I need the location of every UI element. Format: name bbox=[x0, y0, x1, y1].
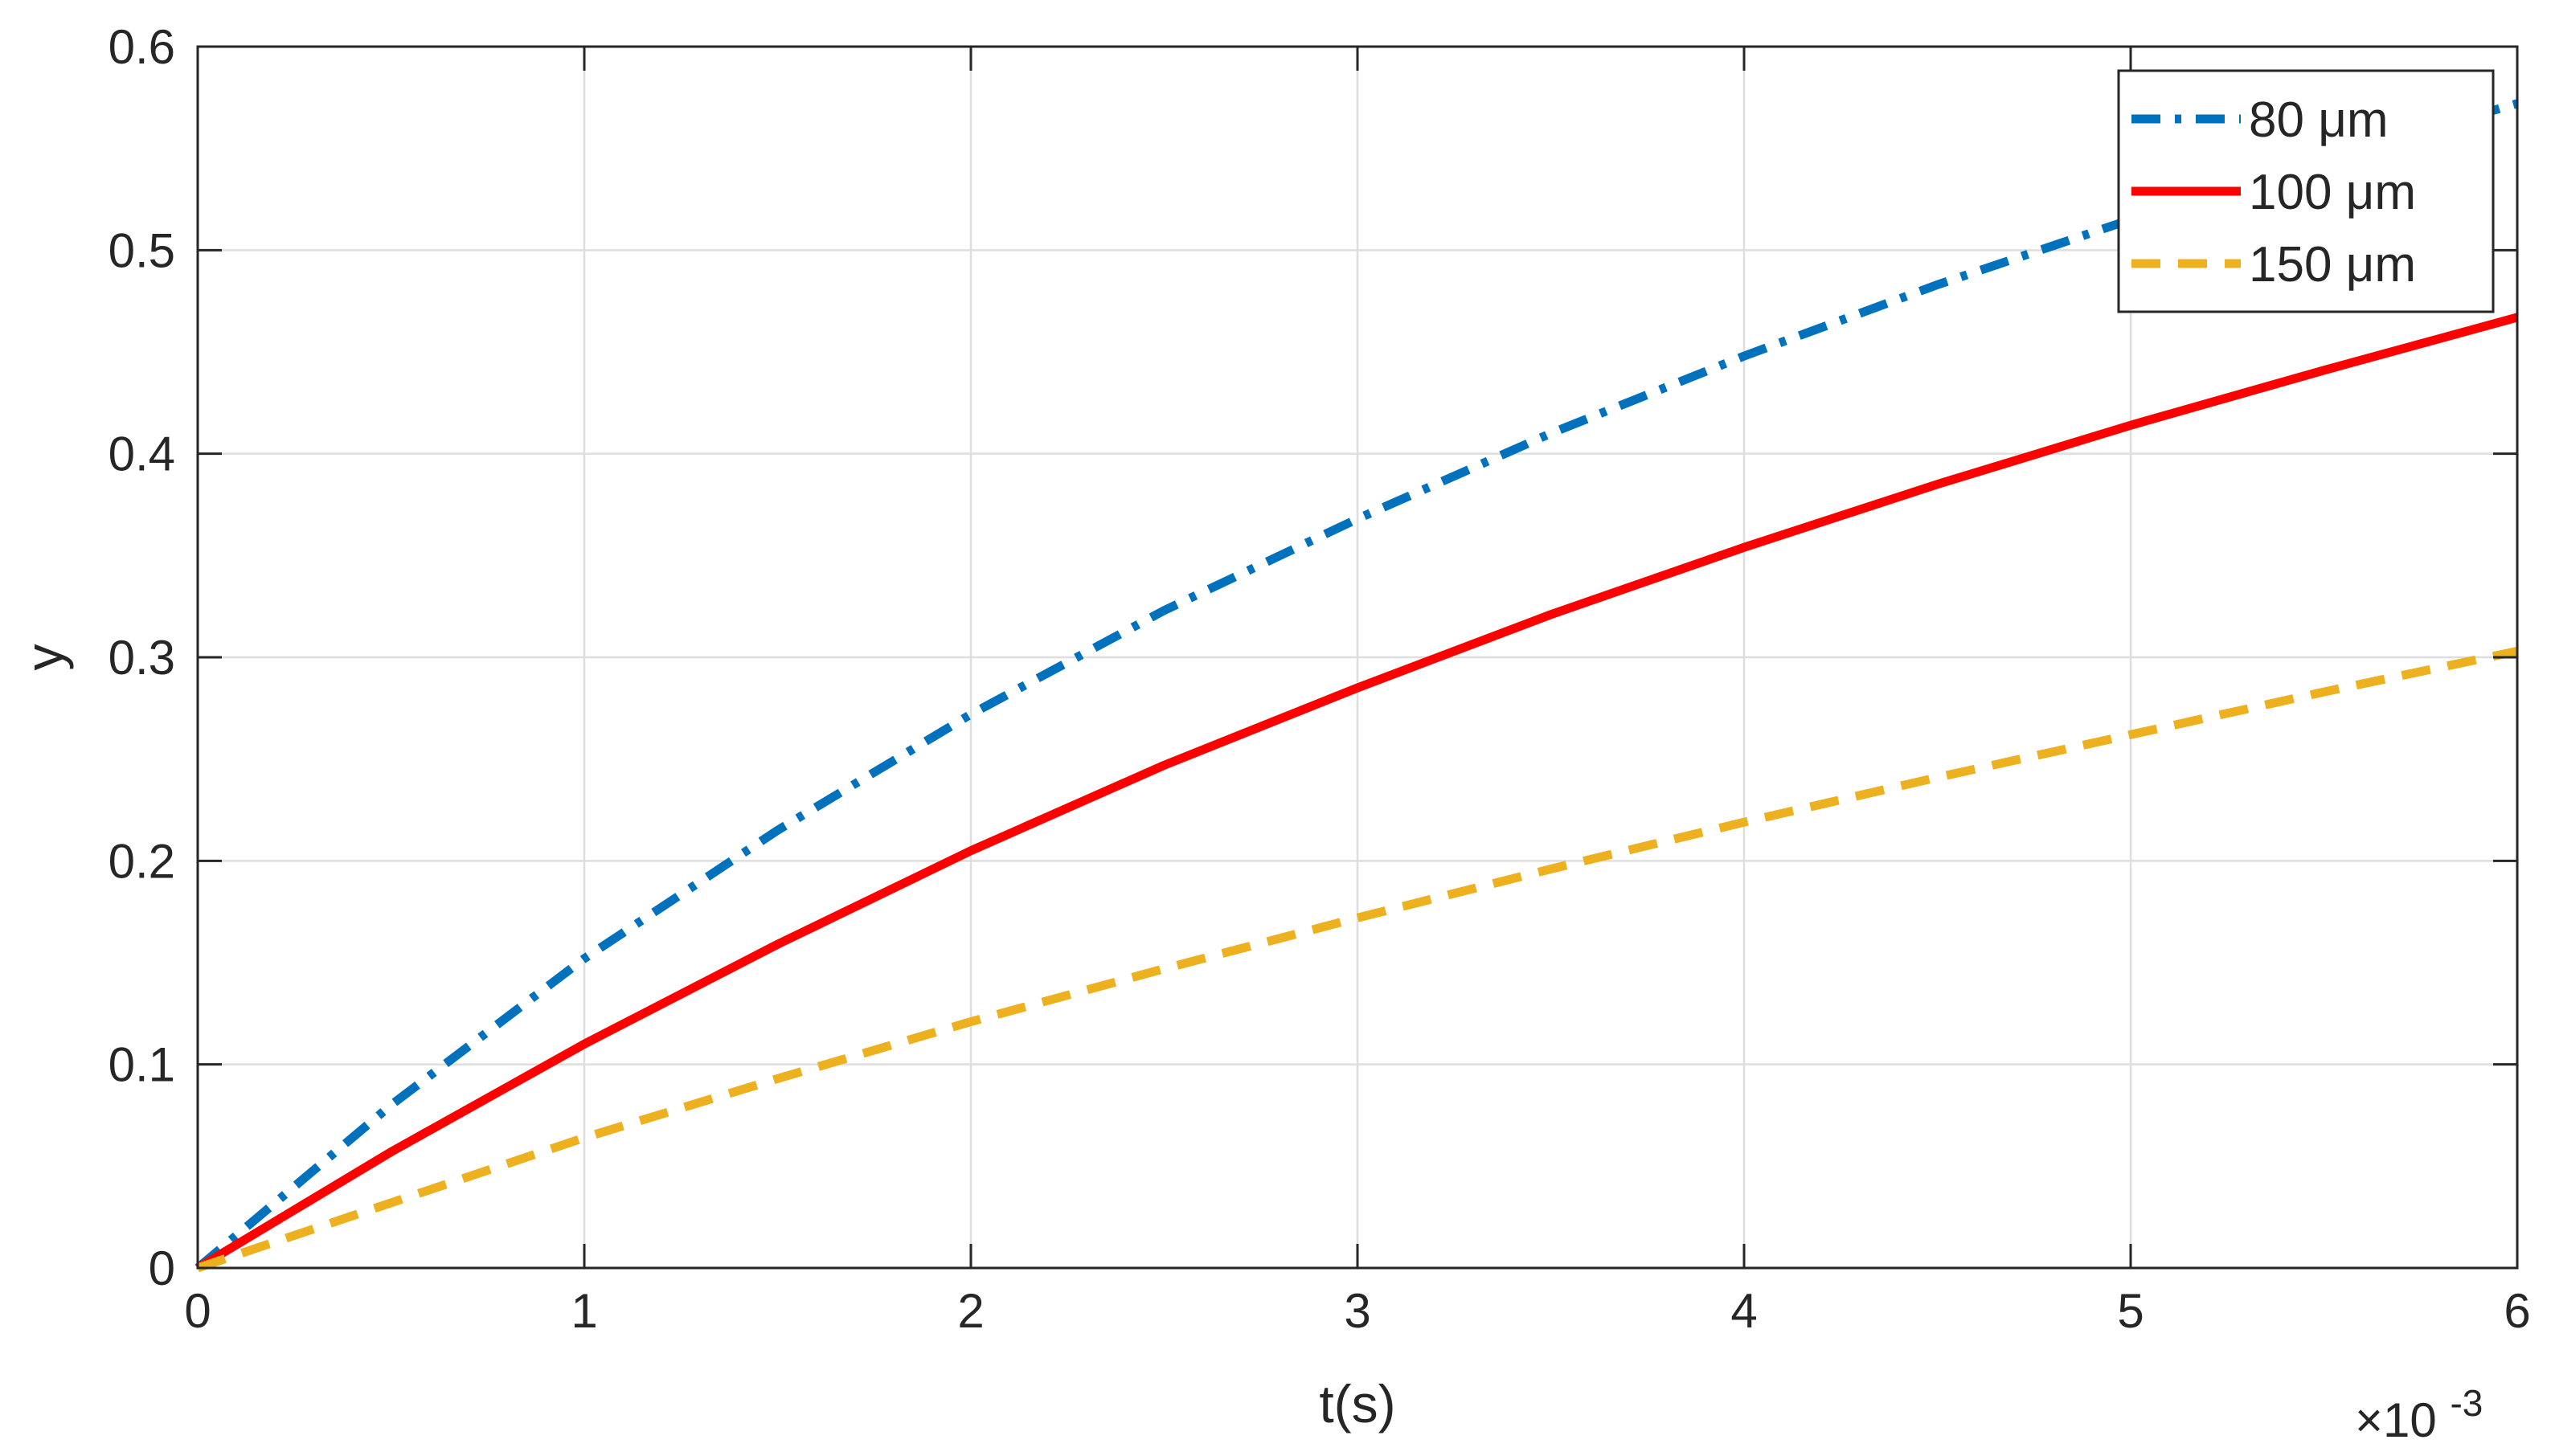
y-tick-label: 0.6 bbox=[109, 20, 175, 74]
series-layer bbox=[194, 99, 2519, 1273]
x-axis-exponent: ×10 -3 bbox=[2355, 1382, 2483, 1447]
x-tick-label: 3 bbox=[1344, 1284, 1370, 1338]
x-axis-exponent-power: -3 bbox=[2450, 1382, 2483, 1424]
y-tick-label: 0.3 bbox=[109, 631, 175, 685]
x-axis-exponent-base: ×10 bbox=[2355, 1393, 2437, 1447]
x-axis-label: t(s) bbox=[1319, 1374, 1395, 1434]
y-tick-label: 0.1 bbox=[109, 1038, 175, 1092]
x-tick-label: 4 bbox=[1730, 1284, 1757, 1338]
y-axis-label: y bbox=[14, 644, 74, 671]
x-tick-label: 1 bbox=[571, 1284, 597, 1338]
y-tick-label: 0.5 bbox=[109, 223, 175, 277]
x-tick-label: 6 bbox=[2504, 1284, 2530, 1338]
legend: 80 μm 100 μm 150 μm bbox=[2117, 69, 2495, 313]
x-tick-label: 0 bbox=[184, 1284, 211, 1338]
legend-label: 150 μm bbox=[2249, 237, 2416, 292]
legend-label: 80 μm bbox=[2249, 92, 2389, 148]
y-tick-label: 0.2 bbox=[109, 834, 175, 888]
y-tick-label: 0 bbox=[149, 1241, 175, 1295]
y-tick-label: 0.4 bbox=[109, 427, 175, 481]
series-line bbox=[195, 313, 2519, 1272]
tick-layer: 0 1 2 3 4 5 6 0 0.1 0.2 0.3 0.4 0.5 0.6 bbox=[109, 20, 2531, 1338]
x-tick-label: 5 bbox=[2117, 1284, 2144, 1338]
series-line bbox=[196, 647, 2519, 1273]
series-line bbox=[194, 99, 2519, 1272]
x-tick-label: 2 bbox=[957, 1284, 984, 1338]
legend-label: 100 μm bbox=[2249, 165, 2416, 220]
